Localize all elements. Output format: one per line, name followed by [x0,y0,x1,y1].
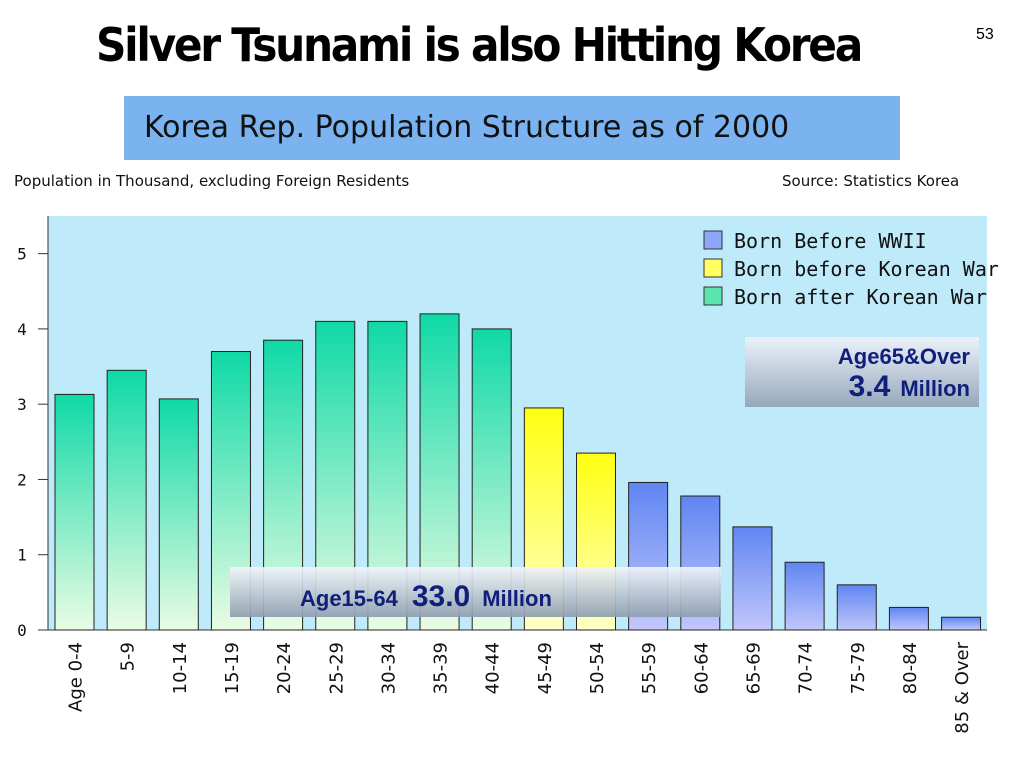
legend-label-1: Born before Korean War [734,257,999,281]
x-tick-label: 5-9 [118,642,139,671]
y-tick-label: 1 [17,546,27,565]
x-tick-label: 35-39 [431,642,452,694]
legend-swatch-1 [703,258,723,278]
bar-0 [54,393,95,631]
x-tick-label: 30-34 [378,642,399,694]
x-tick-label: 55-59 [639,642,660,694]
bar-13 [732,526,773,631]
x-tick-label: 70-74 [796,642,817,694]
y-tick-label: 2 [17,470,27,489]
annotation-elderly-box [745,337,979,407]
annotation-elderly-value: 3.4 Million [849,370,970,403]
y-tick-label: 3 [17,395,27,414]
legend-label-2: Born after Korean War [734,285,987,309]
plot-area [48,216,987,630]
annotation-elderly-label: Age65&Over [838,344,971,369]
x-tick-label: 60-64 [691,642,712,694]
page-number: 53 [976,26,994,43]
x-tick-label: Age 0-4 [66,642,87,712]
y-tick-label: 0 [17,621,27,640]
legend-swatch-2 [703,286,723,306]
legend-label-0: Born Before WWII [734,229,927,253]
bar-15 [836,584,877,631]
x-tick-label: 25-29 [326,642,347,694]
x-tick-label: 85 & Over [952,641,973,733]
annotation-elderly: Age65&Over 3.4 Million [745,337,979,407]
x-tick-label: 20-24 [274,642,295,694]
y-axis-ticks: 0 1 2 3 4 5 [17,245,48,640]
annotation-working-age-text: Age15-64 33.0 Million [300,580,552,613]
annotation-working-age-box [230,567,721,617]
bar-2 [158,398,199,631]
y-tick-label: 4 [17,320,27,339]
x-tick-label: 50-54 [587,642,608,694]
x-tick-label: 15-19 [222,642,243,694]
bar-1 [106,369,147,631]
x-tick-label: 10-14 [170,642,191,694]
x-axis-tick-labels: Age 0-4 5-9 10-14 15-19 20-24 25-29 30-34 35-39… [66,641,974,733]
x-tick-label: 80-84 [900,642,921,694]
source-note: Source: Statistics Korea [782,172,960,190]
bar-14 [784,561,825,631]
units-note: Population in Thousand, excluding Foreig… [14,172,410,190]
legend: Born Before WWII Born before Korean War Bo… [703,229,999,309]
bar-16 [888,606,929,631]
slide-title: Silver Tsunami is also Hitting Korea [96,18,863,72]
chart-title-box [124,96,900,160]
annotation-working-age: Age15-64 33.0 Million [230,567,721,617]
x-tick-label: 75-79 [848,642,869,694]
x-tick-label: 45-49 [535,642,556,694]
x-tick-label: 40-44 [483,642,504,694]
x-tick-label: 65-69 [743,642,764,694]
bar-17 [941,616,982,631]
chart-title: Korea Rep. Population Structure as of 20… [144,110,790,145]
legend-swatch-0 [703,230,723,250]
y-tick-label: 5 [17,245,27,264]
